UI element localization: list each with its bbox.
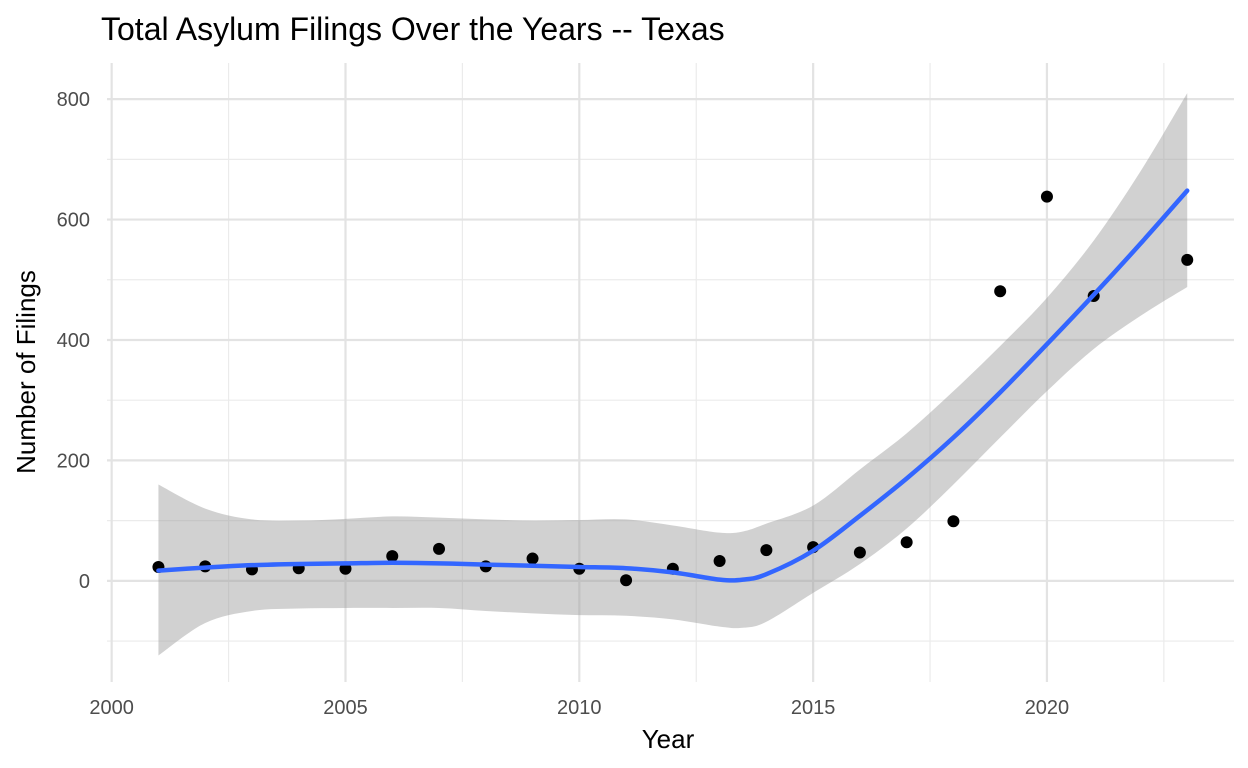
data-point (339, 562, 352, 575)
data-point (994, 285, 1007, 298)
data-point (1040, 190, 1053, 203)
chart-title: Total Asylum Filings Over the Years -- T… (101, 11, 725, 47)
y-tick-label: 0 (79, 571, 90, 593)
y-tick-label: 400 (57, 330, 90, 352)
data-point (526, 552, 539, 565)
smooth-fit-line (156, 188, 1190, 583)
data-point (433, 542, 446, 555)
data-point (853, 546, 866, 559)
confidence-band (158, 93, 1188, 656)
data-point (386, 550, 399, 563)
x-tick-label: 2005 (323, 697, 368, 719)
y-tick-label: 800 (57, 89, 90, 111)
x-tick-label: 2010 (557, 697, 602, 719)
tick-label-layer: 2000 2005 2010 2015 2020 0 200 400 600 800 (57, 89, 1070, 719)
x-axis-title: Year (642, 724, 695, 754)
y-tick-label: 600 (57, 210, 90, 232)
data-point (900, 536, 913, 549)
data-point (713, 554, 726, 567)
grid-layer (107, 63, 1234, 682)
confidence-band-layer (158, 93, 1188, 656)
data-point (760, 544, 773, 557)
y-tick-label: 200 (57, 450, 90, 472)
y-axis-title: Number of Filings (11, 270, 41, 474)
data-point (1181, 253, 1194, 266)
data-point (947, 515, 960, 528)
data-point (620, 574, 633, 587)
x-tick-label: 2000 (89, 697, 134, 719)
x-tick-label: 2015 (791, 697, 836, 719)
smooth-line-layer (156, 188, 1190, 583)
x-tick-label: 2020 (1025, 697, 1070, 719)
